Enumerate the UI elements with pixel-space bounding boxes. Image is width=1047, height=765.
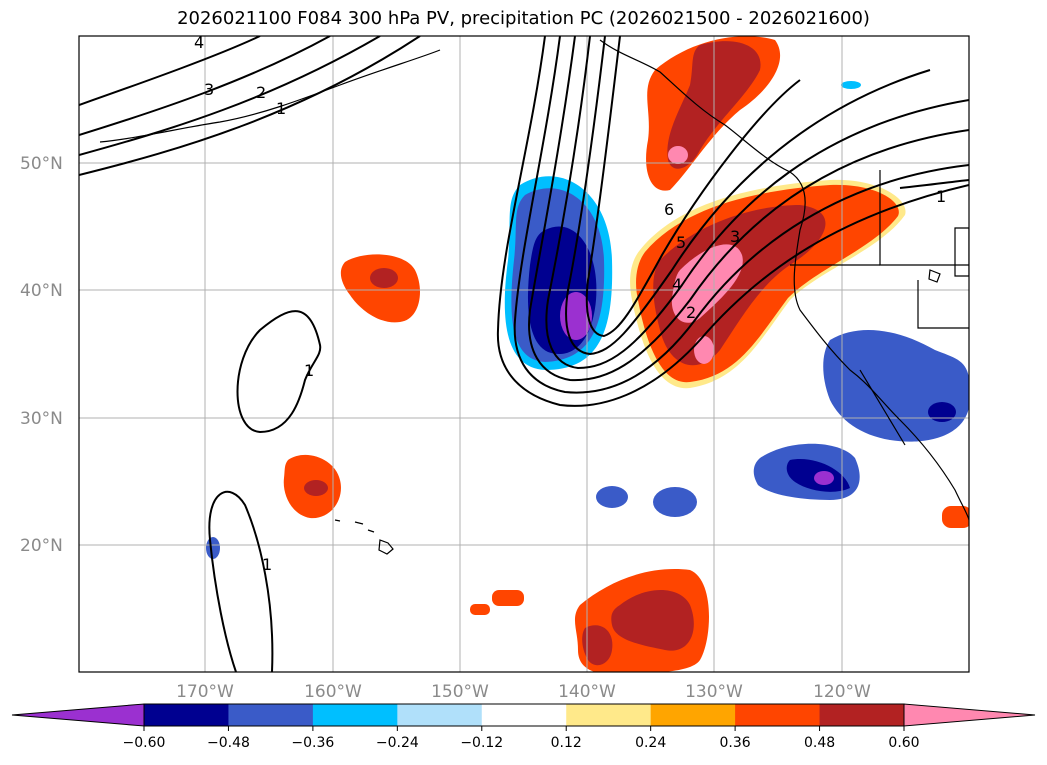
precip-neg-contour bbox=[928, 402, 956, 422]
precip-pos-contour bbox=[370, 268, 398, 288]
pv-contour-line bbox=[565, 36, 931, 356]
colorbar-segment bbox=[566, 704, 652, 726]
precip-pos-contour bbox=[611, 590, 694, 651]
pv-contour-label: 2 bbox=[256, 83, 266, 102]
precip-pos-core bbox=[694, 336, 714, 364]
precip-pos-contour bbox=[582, 625, 613, 666]
lon-label: 170°W bbox=[176, 682, 234, 702]
pv-contour-line bbox=[513, 36, 969, 394]
colorbar: −0.60 −0.48 −0.36 −0.24 −0.12 0.12 0.24 0.36 0.4… bbox=[11, 703, 1036, 751]
pv-contour-line bbox=[545, 36, 969, 370]
pv-contour-label: 3 bbox=[730, 227, 740, 246]
pv-contour-label: 1 bbox=[936, 187, 946, 206]
precip-neg-contour bbox=[841, 81, 861, 89]
pv-contour-line bbox=[528, 36, 969, 382]
colorbar-frame bbox=[143, 703, 905, 727]
pv-contour-labels: 4 3 2 1 1 1 6 5 4 3 2 1 bbox=[194, 33, 946, 574]
coastline-hawaii bbox=[378, 539, 394, 555]
colorbar-tick-label: −0.24 bbox=[376, 735, 419, 751]
precip-neg-core bbox=[814, 471, 834, 485]
pv-contour-line bbox=[585, 36, 801, 338]
pv-contour-line bbox=[79, 36, 421, 176]
colorbar-tick-label: −0.48 bbox=[207, 735, 250, 751]
lat-label: 50°N bbox=[20, 154, 63, 174]
coastline-lake bbox=[954, 227, 969, 277]
coastlines bbox=[99, 39, 969, 555]
coastline-baja bbox=[859, 369, 906, 446]
colorbar-tick-label: 0.36 bbox=[720, 735, 751, 751]
pv-contour-label: 1 bbox=[262, 555, 272, 574]
precip-pos-contour bbox=[470, 604, 490, 615]
precip-neg-contour bbox=[653, 487, 697, 517]
precip-pos-core bbox=[671, 244, 743, 323]
border-state bbox=[917, 280, 969, 329]
precip-pos-contour bbox=[304, 480, 328, 496]
coastline-hawaii bbox=[354, 521, 364, 525]
lon-label: 130°W bbox=[685, 682, 743, 702]
colorbar-segment bbox=[481, 704, 567, 726]
pv-contour-line bbox=[79, 36, 331, 136]
colorbar-segment bbox=[312, 704, 398, 726]
colorbar-segment bbox=[397, 704, 483, 726]
pv-contour-label: 2 bbox=[686, 303, 696, 322]
precip-pos-contour bbox=[340, 254, 420, 323]
lat-label: 20°N bbox=[20, 536, 63, 556]
colorbar-segment bbox=[650, 704, 736, 726]
precip-pos-core bbox=[668, 146, 688, 164]
pv-contour-line bbox=[79, 36, 381, 156]
precip-pos-contour bbox=[653, 205, 826, 366]
coastline-hawaii bbox=[367, 529, 375, 533]
pv-contour-line bbox=[79, 36, 261, 106]
colorbar-tick-label: 0.24 bbox=[635, 735, 666, 751]
map-title: 2026021100 F084 300 hPa PV, precipitatio… bbox=[177, 8, 870, 29]
lon-labels: 170°W 160°W 150°W 140°W 130°W 120°W bbox=[176, 682, 871, 702]
pv-contours bbox=[79, 36, 969, 672]
pv-contour-label: 4 bbox=[194, 33, 204, 52]
lat-label: 30°N bbox=[20, 409, 63, 429]
colorbar-tick-label: −0.36 bbox=[291, 735, 334, 751]
precip-neg-contour bbox=[596, 486, 628, 508]
pv-contour-line bbox=[208, 490, 274, 672]
pv-contour-line bbox=[496, 36, 969, 407]
coastline-lake bbox=[928, 269, 941, 283]
lat-label: 40°N bbox=[20, 281, 63, 301]
lon-label: 150°W bbox=[431, 682, 489, 702]
colorbar-tick-label: −0.12 bbox=[460, 735, 503, 751]
pv-contour-label: 6 bbox=[664, 200, 674, 219]
pv-contour-line bbox=[236, 310, 322, 434]
lon-label: 160°W bbox=[304, 682, 362, 702]
colorbar-tick-label: −0.60 bbox=[123, 735, 166, 751]
precip-pos-contour bbox=[492, 590, 524, 606]
coastline-aleutians bbox=[99, 49, 441, 143]
pv-contour-label: 4 bbox=[672, 275, 682, 294]
colorbar-tick-label: 0.60 bbox=[888, 735, 919, 751]
colorbar-extend-low bbox=[11, 703, 145, 727]
lat-labels: 50°N 40°N 30°N 20°N bbox=[20, 154, 63, 556]
colorbar-segment bbox=[819, 704, 905, 726]
colorbar-segment bbox=[735, 704, 821, 726]
colorbar-tick-label: 0.48 bbox=[804, 735, 835, 751]
colorbar-segment bbox=[228, 704, 314, 726]
colorbar-extend-high bbox=[903, 703, 1036, 727]
colorbar-tick-label: 0.12 bbox=[551, 735, 582, 751]
pv-contour-label: 3 bbox=[204, 80, 214, 99]
precip-neg-contour bbox=[206, 537, 220, 559]
pv-contour-line bbox=[899, 179, 969, 189]
coastline-hawaii bbox=[334, 519, 341, 522]
precip-pos-contour bbox=[942, 506, 969, 528]
pv-contour-label: 5 bbox=[676, 233, 686, 252]
lon-label: 120°W bbox=[813, 682, 871, 702]
colorbar-segment bbox=[144, 704, 229, 726]
pv-contour-label: 1 bbox=[276, 99, 286, 118]
lon-label: 140°W bbox=[558, 682, 616, 702]
pv-contour-label: 1 bbox=[304, 361, 314, 380]
map-frame bbox=[78, 35, 970, 673]
